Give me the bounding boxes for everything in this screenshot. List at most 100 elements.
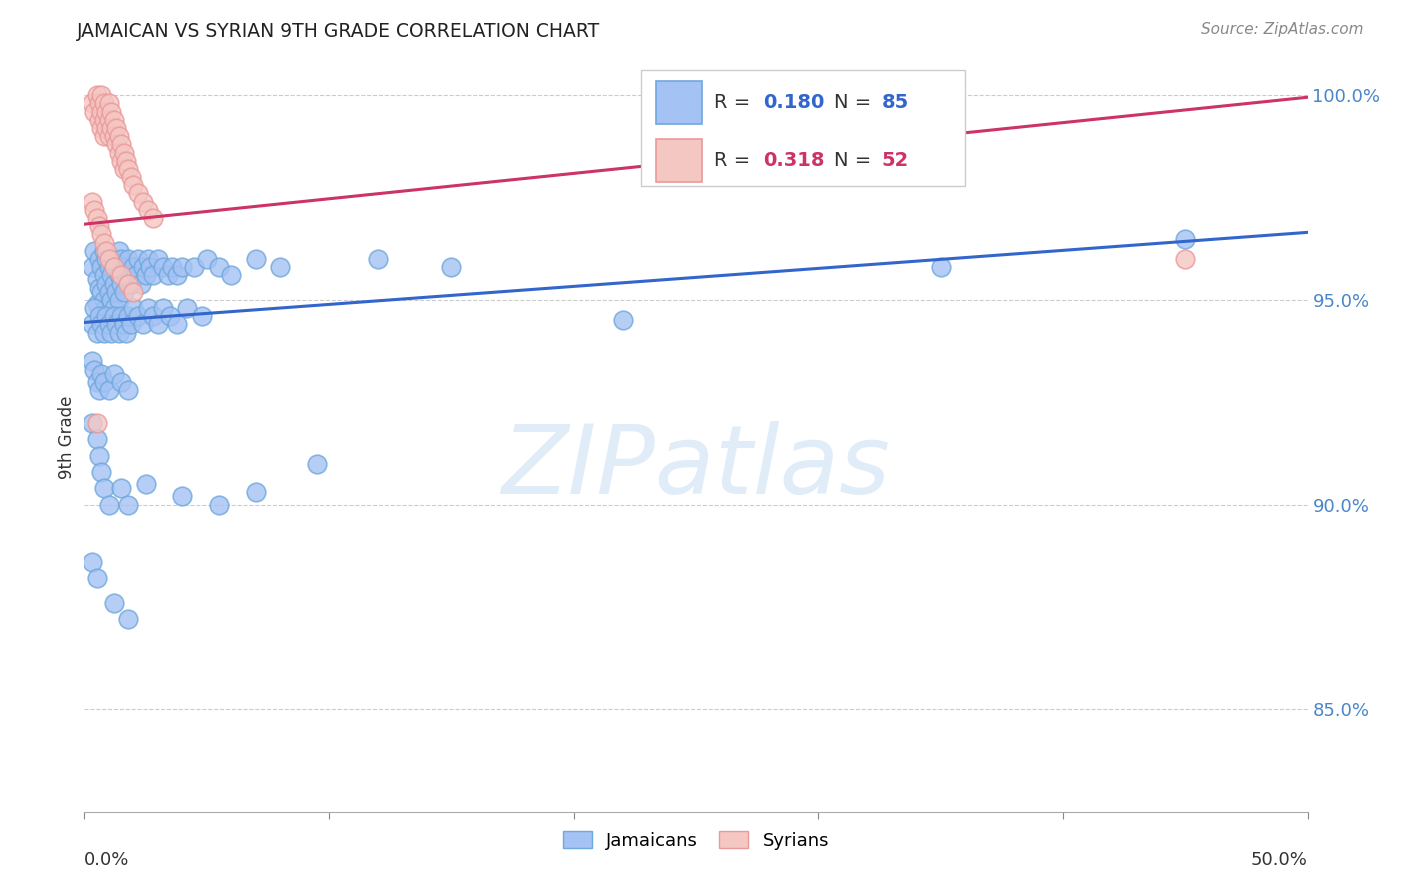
Point <box>166 318 188 332</box>
Point <box>195 252 218 266</box>
Point <box>440 260 463 275</box>
Y-axis label: 9th Grade: 9th Grade <box>58 395 76 479</box>
Point <box>129 277 152 291</box>
Point <box>117 498 139 512</box>
Point <box>1174 231 1197 245</box>
Point <box>117 277 139 291</box>
Point <box>83 202 105 217</box>
Point <box>80 260 103 275</box>
Point <box>120 277 142 291</box>
Point <box>86 326 108 340</box>
Point <box>93 375 115 389</box>
Point <box>112 161 135 176</box>
Point <box>93 235 115 250</box>
Point <box>146 252 169 266</box>
Text: N =: N = <box>834 151 877 170</box>
Point <box>103 596 125 610</box>
Point <box>112 145 135 160</box>
Point <box>100 120 122 135</box>
Point <box>96 277 118 291</box>
Point <box>110 310 132 324</box>
Point <box>103 277 125 291</box>
Point <box>122 301 145 315</box>
Point <box>127 252 149 266</box>
Point <box>807 96 830 111</box>
Point <box>96 120 118 135</box>
Point <box>86 432 108 446</box>
Point <box>105 285 128 299</box>
Point <box>172 490 194 504</box>
Point <box>110 481 132 495</box>
Point <box>105 260 128 275</box>
Point <box>208 498 231 512</box>
Text: R =: R = <box>714 151 756 170</box>
Point <box>107 293 129 307</box>
Point <box>97 318 120 332</box>
Point <box>105 318 128 332</box>
Point <box>110 277 132 291</box>
Point <box>110 268 132 283</box>
Point <box>132 318 155 332</box>
Point <box>80 555 103 569</box>
Point <box>127 186 149 201</box>
Point <box>87 449 110 463</box>
Point <box>87 112 110 127</box>
Point <box>117 161 139 176</box>
Point <box>103 260 125 275</box>
Point <box>93 112 115 127</box>
Point <box>122 285 145 299</box>
Point <box>107 145 129 160</box>
Point <box>245 252 267 266</box>
Point <box>172 260 194 275</box>
Point <box>93 326 115 340</box>
Text: 50.0%: 50.0% <box>1251 851 1308 869</box>
Point <box>112 318 135 332</box>
Text: N =: N = <box>834 93 877 112</box>
Point <box>183 260 205 275</box>
Point <box>122 260 145 275</box>
Point <box>115 326 138 340</box>
Point <box>100 326 122 340</box>
Point <box>97 112 120 127</box>
Point <box>86 88 108 103</box>
FancyBboxPatch shape <box>641 70 965 186</box>
Point <box>127 310 149 324</box>
Point <box>110 153 132 168</box>
Point <box>245 485 267 500</box>
Point <box>103 129 125 144</box>
Point <box>87 219 110 234</box>
Point <box>86 375 108 389</box>
Point <box>100 268 122 283</box>
Point <box>117 383 139 397</box>
Point <box>93 129 115 144</box>
Point <box>142 211 165 225</box>
Point <box>80 96 103 111</box>
Point <box>83 104 105 119</box>
Point <box>142 310 165 324</box>
Point <box>159 310 181 324</box>
Point <box>80 194 103 209</box>
Point <box>219 268 242 283</box>
Point <box>93 293 115 307</box>
FancyBboxPatch shape <box>655 80 702 124</box>
Text: Source: ZipAtlas.com: Source: ZipAtlas.com <box>1201 22 1364 37</box>
Point <box>142 268 165 283</box>
Point <box>929 260 952 275</box>
Point <box>83 244 105 258</box>
Point <box>90 104 112 119</box>
Point <box>93 244 115 258</box>
Point <box>90 120 112 135</box>
Point <box>97 285 120 299</box>
Point <box>107 129 129 144</box>
Point <box>96 244 118 258</box>
Point <box>115 268 138 283</box>
Point <box>139 260 162 275</box>
Point <box>156 268 179 283</box>
FancyBboxPatch shape <box>655 139 702 182</box>
Point <box>90 227 112 242</box>
Point <box>96 104 118 119</box>
Point <box>112 260 135 275</box>
Text: 0.318: 0.318 <box>763 151 825 170</box>
Point <box>97 260 120 275</box>
Point <box>97 129 120 144</box>
